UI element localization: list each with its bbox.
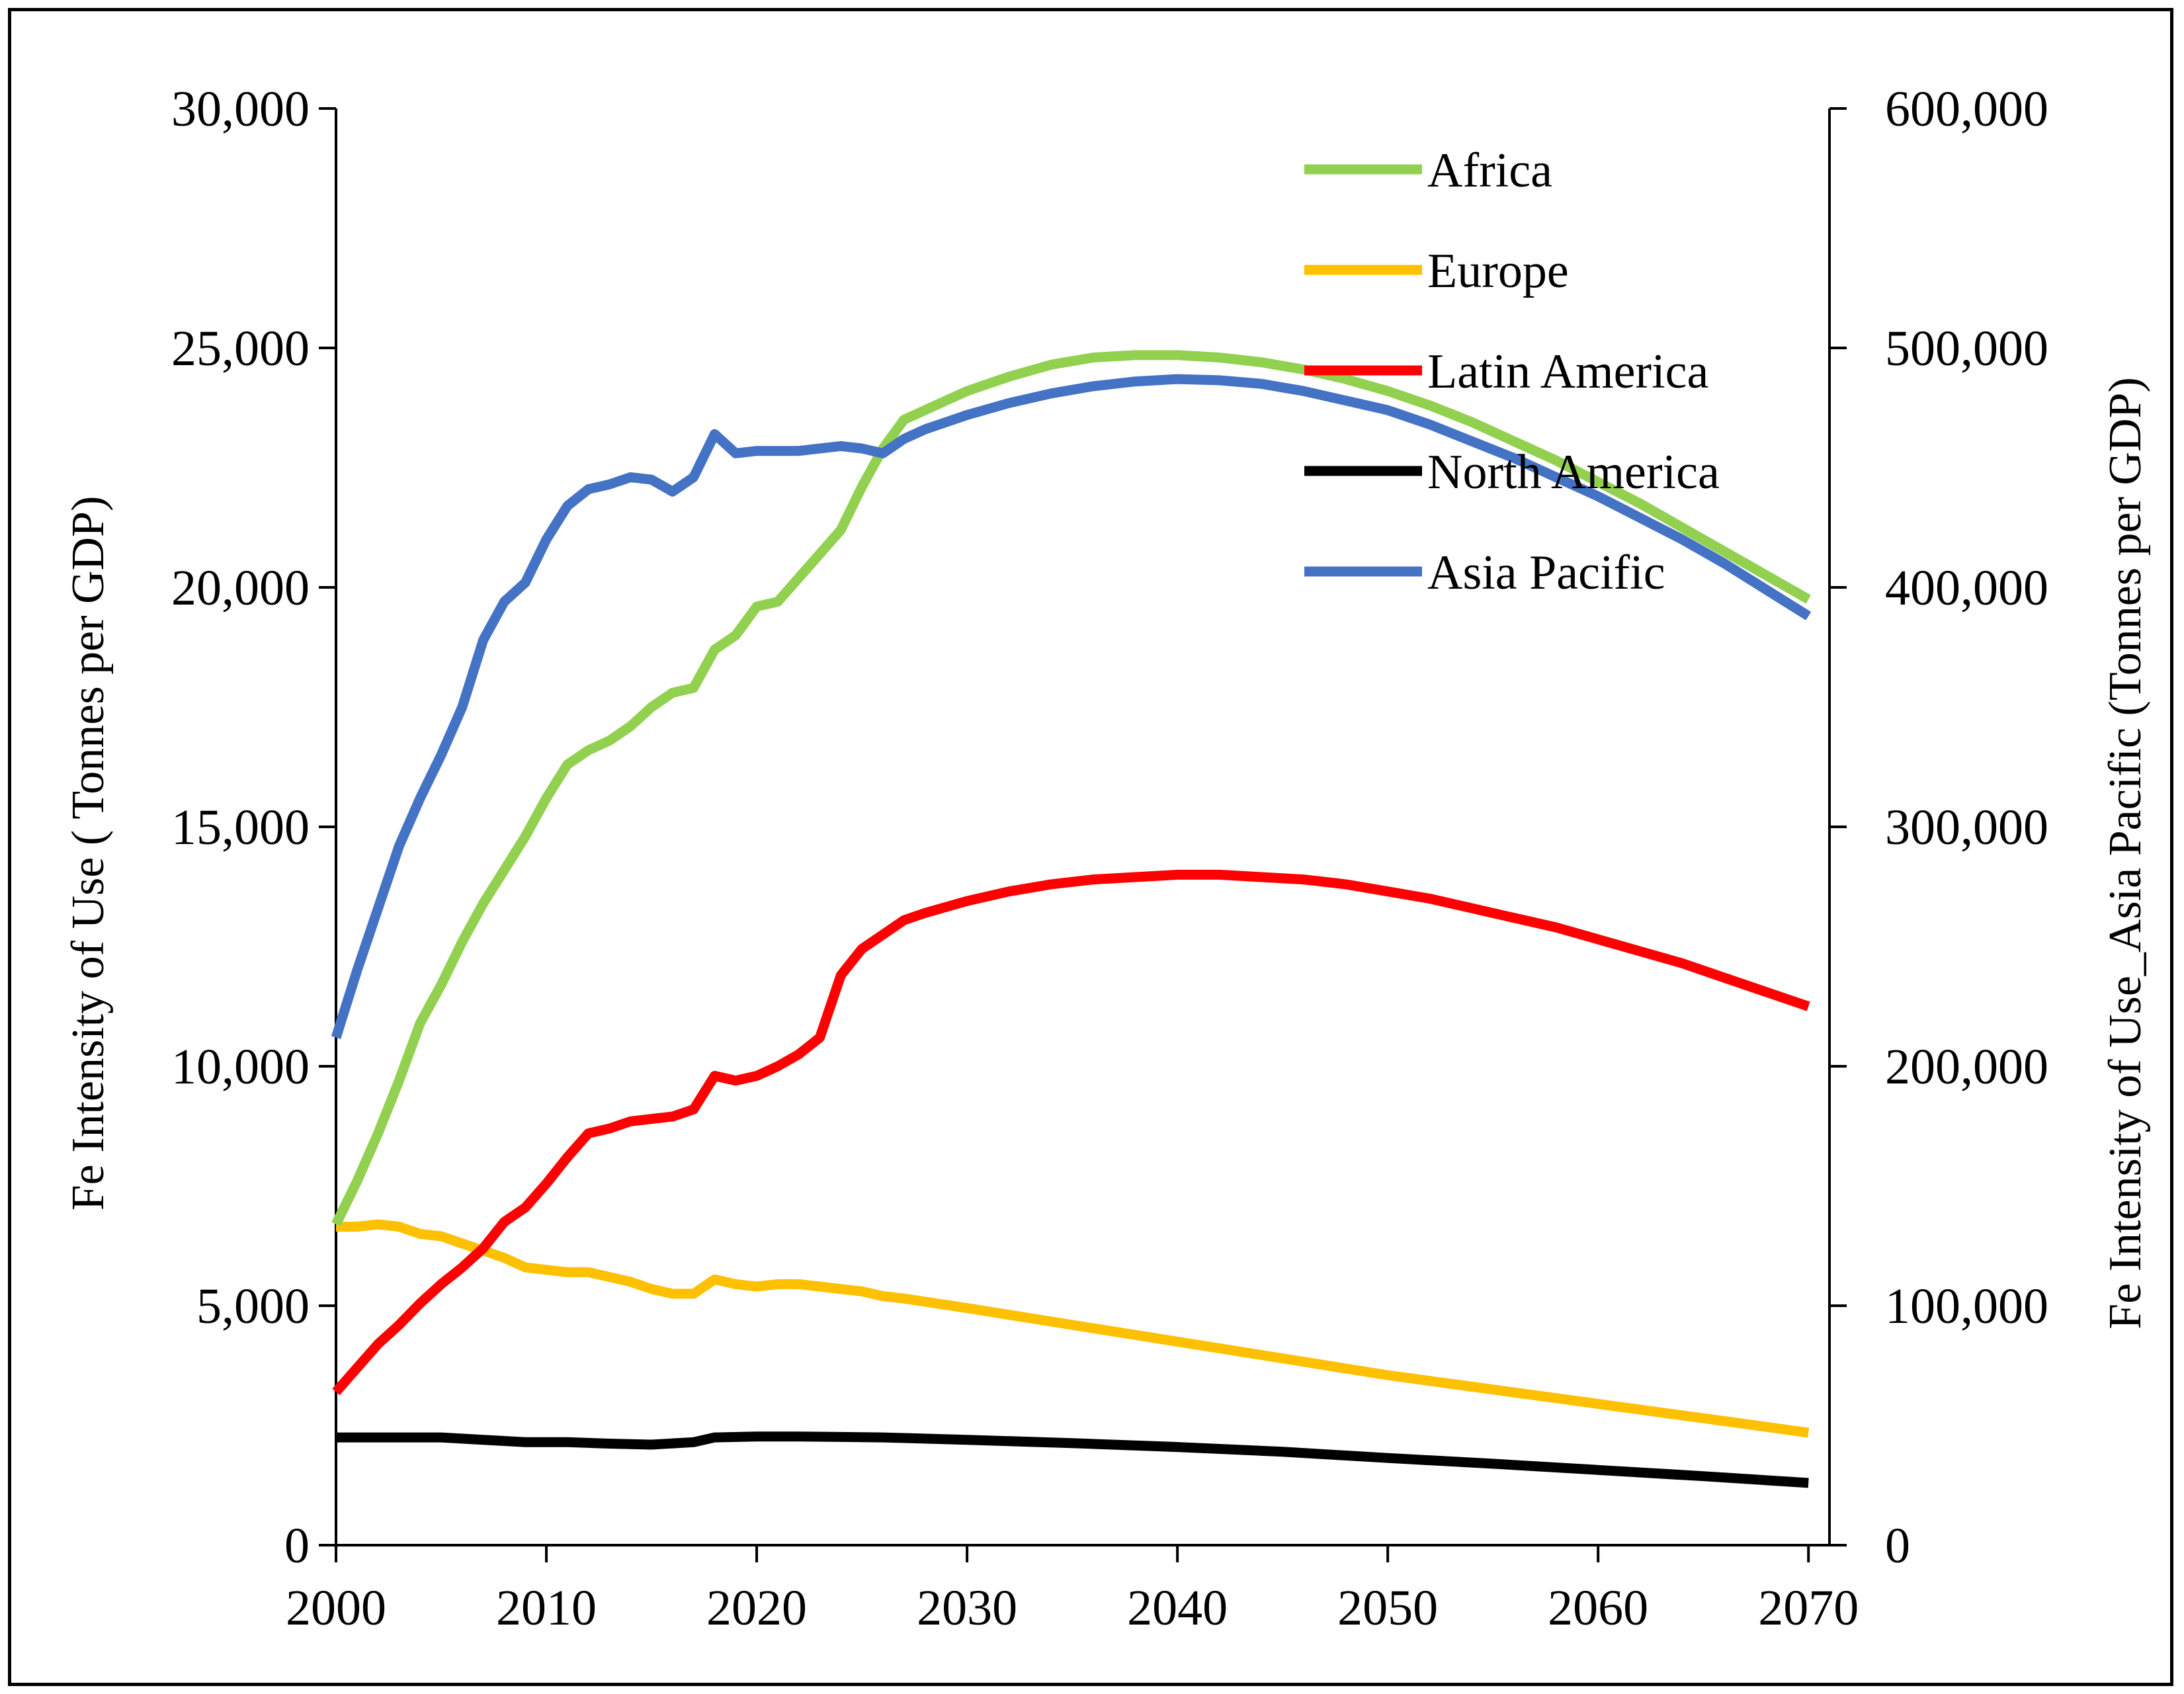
y-left-tick-label: 20,000 (171, 560, 310, 616)
y-left-tick-label: 10,000 (171, 1039, 310, 1095)
series-line-latin-america (332, 869, 1810, 1396)
legend-label-latin-america: Latin America (1427, 345, 1708, 399)
y-axis-right-title: Fe Intensity of Use_Asia Pacific (Tonnes… (2100, 377, 2151, 1330)
x-tick-label: 2050 (1337, 1580, 1438, 1636)
y-right-tick-label: 100,000 (1885, 1279, 2048, 1334)
y-axis-left-title: Fe Intensity of Use ( Tonnes per GDP) (63, 496, 114, 1211)
x-tick-label: 2010 (496, 1580, 597, 1636)
series-line-europe (336, 1219, 1810, 1438)
y-right-tick-label: 500,000 (1885, 321, 2048, 376)
legend-label-africa: Africa (1427, 144, 1552, 198)
x-tick-label: 2060 (1548, 1580, 1648, 1636)
x-tick-label: 2030 (917, 1580, 1017, 1636)
y-right-tick-label: 300,000 (1885, 800, 2048, 855)
legend-label-europe: Europe (1427, 244, 1569, 298)
series-line-africa (331, 350, 1811, 1227)
legend-label-north-america: North America (1427, 445, 1720, 499)
y-left-tick-label: 30,000 (171, 81, 310, 137)
tick-labels: 0 5,000 10,000 15,000 20,000 25,000 30,000 0 100… (171, 81, 2048, 1636)
legend: Africa Europe Latin America North America As… (1304, 144, 1720, 600)
series-line-north-america (336, 1431, 1809, 1488)
x-tick-label: 2070 (1758, 1580, 1859, 1636)
series-line-asia-pacific (331, 374, 1812, 1039)
x-tick-label: 2020 (706, 1580, 807, 1636)
y-left-tick-label: 0 (284, 1518, 310, 1574)
series-group (331, 350, 1812, 1488)
y-right-tick-label: 200,000 (1885, 1039, 2048, 1095)
y-left-tick-label: 25,000 (171, 321, 310, 376)
y-right-tick-label: 0 (1885, 1518, 1910, 1574)
y-right-tick-label: 400,000 (1885, 560, 2048, 616)
chart-frame (8, 8, 2173, 1686)
y-right-tick-label: 600,000 (1885, 81, 2048, 137)
y-left-tick-label: 5,000 (196, 1279, 310, 1334)
y-left-tick-label: 15,000 (171, 800, 310, 855)
x-tick-label: 2000 (286, 1580, 386, 1636)
legend-label-asia-pacific: Asia Pacific (1427, 546, 1665, 600)
axes (319, 107, 1847, 1562)
x-tick-label: 2040 (1127, 1580, 1228, 1636)
